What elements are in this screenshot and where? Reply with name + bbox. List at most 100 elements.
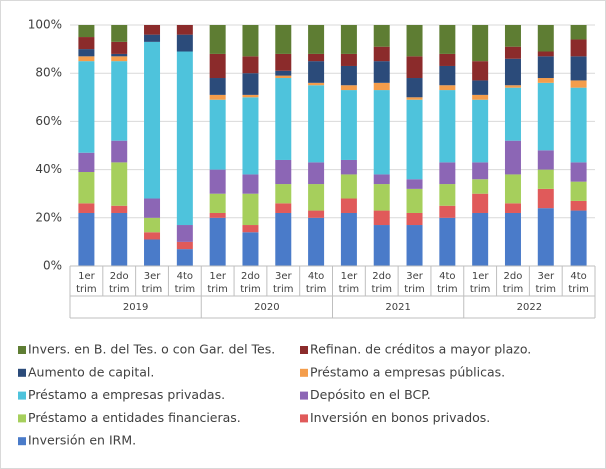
- legend-swatch: [300, 391, 308, 400]
- legend-swatch: [300, 368, 308, 377]
- bar-segment: [209, 193, 226, 213]
- bar-segment: [209, 212, 226, 218]
- bar-segment: [472, 193, 489, 213]
- group-label: 2021: [385, 302, 410, 313]
- legend-swatch: [300, 346, 308, 354]
- bar-segment: [472, 94, 489, 100]
- y-tick-label: 0%: [43, 259, 62, 273]
- bar-segment: [537, 56, 554, 79]
- bar-segment: [176, 51, 193, 226]
- y-tick-label: 60%: [35, 114, 62, 128]
- bar-segment: [275, 159, 292, 185]
- bar-segment: [111, 53, 128, 57]
- legend-label: Inversión en bonos privados.: [310, 410, 490, 425]
- bar-segment: [570, 80, 587, 88]
- bar-segment: [176, 241, 193, 250]
- bar-segment: [111, 25, 128, 42]
- bar-segment: [242, 193, 259, 226]
- x-tick-label: trim: [437, 284, 458, 295]
- bar-segment: [242, 73, 259, 95]
- bar-segment: [373, 61, 390, 83]
- x-tick-label: trim: [76, 284, 97, 295]
- x-tick-label: trim: [568, 284, 589, 295]
- legend-swatch: [18, 368, 26, 377]
- bar-segment: [373, 184, 390, 211]
- group-label: 2020: [254, 302, 279, 313]
- bar-segment: [439, 65, 456, 86]
- x-tick-label: trim: [371, 284, 392, 295]
- bar-segment: [439, 53, 456, 66]
- bar-segment: [439, 25, 456, 54]
- bar-segment: [209, 53, 226, 79]
- bar-segment: [308, 61, 325, 83]
- bar-segment: [537, 82, 554, 151]
- bar-segment: [111, 56, 128, 62]
- bar-segment: [144, 41, 161, 199]
- bar-segment: [537, 169, 554, 189]
- bar-segment: [570, 181, 587, 201]
- bar-segment: [111, 61, 128, 141]
- bar-segment: [144, 232, 161, 240]
- bar-segment: [176, 25, 193, 35]
- bar-segment: [275, 212, 292, 266]
- bar-segment: [439, 162, 456, 185]
- x-tick-label: trim: [339, 284, 360, 295]
- bar-segment: [406, 97, 423, 100]
- bar-segment: [537, 78, 554, 83]
- bar-segment: [340, 65, 357, 86]
- bar-segment: [275, 184, 292, 204]
- y-tick-label: 40%: [35, 162, 62, 176]
- bar-segment: [570, 39, 587, 57]
- bar-segment: [504, 203, 521, 213]
- x-tick-label: 2do: [241, 271, 260, 282]
- bar-segment: [504, 85, 521, 88]
- bar-segment: [144, 34, 161, 42]
- x-tick-label: trim: [109, 284, 130, 295]
- bar-segment: [242, 94, 259, 98]
- group-label: 2022: [517, 302, 542, 313]
- bar-segment: [472, 61, 489, 81]
- x-tick-label: trim: [273, 284, 294, 295]
- bar-segment: [242, 232, 259, 266]
- y-tick-label: 100%: [28, 18, 62, 32]
- bar-segment: [209, 169, 226, 194]
- bar-segment: [570, 87, 587, 163]
- bar-segment: [472, 99, 489, 163]
- bar-segment: [78, 37, 95, 50]
- x-tick-label: 1er: [472, 271, 490, 282]
- bar-segment: [570, 162, 587, 182]
- legend-label: Aumento de capital.: [28, 364, 154, 379]
- bar-segment: [537, 188, 554, 209]
- bar-segment: [439, 217, 456, 266]
- x-tick-label: 2do: [504, 271, 523, 282]
- legend-label: Depósito en el BCP.: [310, 387, 431, 402]
- bar-segment: [340, 90, 357, 160]
- bar-segment: [373, 90, 390, 175]
- bar-segment: [406, 99, 423, 180]
- bar-segment: [504, 58, 521, 86]
- bar-segment: [78, 56, 95, 62]
- bar-segment: [78, 152, 95, 173]
- bar-segment: [373, 82, 390, 91]
- bar-segment: [340, 198, 357, 213]
- bar-segment: [78, 61, 95, 153]
- bar-segment: [472, 179, 489, 194]
- x-tick-label: 2do: [372, 271, 391, 282]
- bar-segment: [340, 53, 357, 66]
- bar-segment: [570, 25, 587, 40]
- bar-segment: [78, 172, 95, 204]
- bar-segment: [209, 78, 226, 95]
- bar-segment: [537, 51, 554, 57]
- legend-label: Préstamo a empresas privadas.: [28, 387, 225, 402]
- bar-segment: [275, 25, 292, 54]
- bar-segment: [439, 205, 456, 218]
- bar-segment: [472, 212, 489, 266]
- x-tick-label: 4to: [570, 271, 586, 282]
- bar-segment: [176, 225, 193, 242]
- x-tick-label: trim: [207, 284, 228, 295]
- y-tick-label: 80%: [35, 66, 62, 80]
- x-tick-label: 1er: [209, 271, 227, 282]
- legend-swatch: [18, 414, 26, 423]
- x-tick-label: 2do: [110, 271, 129, 282]
